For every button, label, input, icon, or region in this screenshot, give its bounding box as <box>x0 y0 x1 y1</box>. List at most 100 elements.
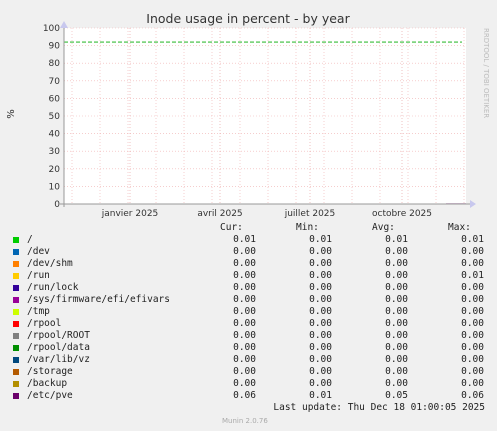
legend-min-value: 0.00 <box>309 282 332 293</box>
legend-cur-value: 0.00 <box>233 366 256 377</box>
legend-cur-value: 0.00 <box>233 330 256 341</box>
chart-title: Inode usage in percent - by year <box>146 11 350 26</box>
legend-cur-value: 0.00 <box>233 378 256 389</box>
legend-header-avg: Avg: <box>372 222 395 233</box>
y-axis-label: % <box>6 109 17 119</box>
legend-min-value: 0.00 <box>309 342 332 353</box>
legend-avg-value: 0.00 <box>385 246 408 257</box>
legend-swatch <box>13 261 19 267</box>
legend-cur-value: 0.00 <box>233 342 256 353</box>
legend-cur-value: 0.00 <box>233 258 256 269</box>
legend-max-value: 0.00 <box>461 354 484 365</box>
legend-min-value: 0.00 <box>309 270 332 281</box>
legend-max-value: 0.00 <box>461 282 484 293</box>
y-tick-label: 70 <box>49 77 61 87</box>
legend-min-value: 0.00 <box>309 378 332 389</box>
legend-swatch <box>13 357 19 363</box>
legend-cur-value: 0.00 <box>233 282 256 293</box>
x-tick-label: juillet 2025 <box>284 209 336 219</box>
legend-cur-value: 0.01 <box>233 234 256 245</box>
legend-swatch <box>13 285 19 291</box>
legend-series-name: /rpool/ROOT <box>27 330 90 341</box>
legend-header-min: Min: <box>296 222 319 233</box>
y-tick-label: 0 <box>54 200 60 210</box>
legend-row: /run/lock 0.00 0.00 0.00 0.00 <box>13 282 485 294</box>
y-axis-arrow <box>60 21 68 28</box>
y-tick-label: 20 <box>49 165 61 175</box>
y-tick-label: 60 <box>49 94 61 104</box>
y-tick-label: 90 <box>49 42 61 52</box>
legend-min-value: 0.00 <box>309 354 332 365</box>
legend-row: /etc/pve 0.06 0.01 0.05 0.06 <box>13 390 485 402</box>
legend-avg-value: 0.00 <box>385 318 408 329</box>
legend-max-value: 0.00 <box>461 258 484 269</box>
legend-swatch <box>13 297 19 303</box>
legend-row: /rpool/data 0.00 0.00 0.00 0.00 <box>13 342 485 354</box>
legend-swatch <box>13 321 19 327</box>
legend-swatch <box>13 309 19 315</box>
legend-min-value: 0.00 <box>309 330 332 341</box>
legend-swatch <box>13 237 19 243</box>
legend-swatch <box>13 249 19 255</box>
x-axis-arrow <box>470 200 476 208</box>
legend-max-value: 0.00 <box>461 318 484 329</box>
legend-avg-value: 0.00 <box>385 354 408 365</box>
legend-row: /run 0.00 0.00 0.00 0.01 <box>13 270 485 282</box>
legend-avg-value: 0.00 <box>385 306 408 317</box>
legend-avg-value: 0.05 <box>385 390 408 401</box>
y-tick-label: 50 <box>49 112 61 122</box>
legend-series-name: /tmp <box>27 306 50 317</box>
legend-row: /dev/shm 0.00 0.00 0.00 0.00 <box>13 258 485 270</box>
legend-avg-value: 0.01 <box>385 234 408 245</box>
legend-row: /storage 0.00 0.00 0.00 0.00 <box>13 366 485 378</box>
legend-min-value: 0.01 <box>309 234 332 245</box>
legend-series-name: /var/lib/vz <box>27 354 90 365</box>
y-tick-label: 30 <box>49 147 61 157</box>
legend-max-value: 0.06 <box>461 390 484 401</box>
x-tick-label: avril 2025 <box>197 209 242 219</box>
legend-min-value: 0.00 <box>309 318 332 329</box>
footer: Munin 2.0.76 <box>222 417 268 425</box>
legend-row: / 0.01 0.01 0.01 0.01 <box>13 234 485 246</box>
legend-series-name: /storage <box>27 366 73 377</box>
legend-series-name: /sys/firmware/efi/efivars <box>27 294 170 305</box>
last-update: Last update: Thu Dec 18 01:00:05 2025 <box>273 402 485 413</box>
legend-max-value: 0.00 <box>461 294 484 305</box>
legend-row: /rpool/ROOT 0.00 0.00 0.00 0.00 <box>13 330 485 342</box>
legend-series-name: / <box>27 234 33 245</box>
legend-row: /rpool 0.00 0.00 0.00 0.00 <box>13 318 485 330</box>
legend-avg-value: 0.00 <box>385 330 408 341</box>
legend-avg-value: 0.00 <box>385 282 408 293</box>
legend-cur-value: 0.06 <box>233 390 256 401</box>
legend-swatch <box>13 333 19 339</box>
y-tick-label: 40 <box>49 130 61 140</box>
side-label: RRDTOOL / TOBI OETIKER <box>482 28 490 118</box>
legend-min-value: 0.01 <box>309 390 332 401</box>
legend-series-name: /rpool/data <box>27 342 90 353</box>
legend-max-value: 0.00 <box>461 366 484 377</box>
legend-row: /backup 0.00 0.00 0.00 0.00 <box>13 378 485 390</box>
legend-row: /sys/firmware/efi/efivars 0.00 0.00 0.00 0.0… <box>13 294 485 306</box>
legend-series-name: /etc/pve <box>27 390 73 401</box>
legend-series-name: /dev/shm <box>27 258 73 269</box>
legend-min-value: 0.00 <box>309 306 332 317</box>
legend-max-value: 0.00 <box>461 246 484 257</box>
legend-row: /dev 0.00 0.00 0.00 0.00 <box>13 246 485 258</box>
legend-min-value: 0.00 <box>309 258 332 269</box>
legend-max-value: 0.01 <box>461 234 484 245</box>
legend-min-value: 0.00 <box>309 366 332 377</box>
legend-swatch <box>13 381 19 387</box>
legend-cur-value: 0.00 <box>233 306 256 317</box>
legend-max-value: 0.00 <box>461 306 484 317</box>
legend-avg-value: 0.00 <box>385 366 408 377</box>
y-tick-label: 10 <box>49 182 61 192</box>
legend-series-name: /backup <box>27 378 68 389</box>
legend-series-name: /run/lock <box>27 282 79 293</box>
legend-min-value: 0.00 <box>309 294 332 305</box>
y-tick-label: 80 <box>49 59 61 69</box>
legend-swatch <box>13 369 19 375</box>
legend-avg-value: 0.00 <box>385 342 408 353</box>
legend-max-value: 0.01 <box>461 270 484 281</box>
legend-max-value: 0.00 <box>461 330 484 341</box>
